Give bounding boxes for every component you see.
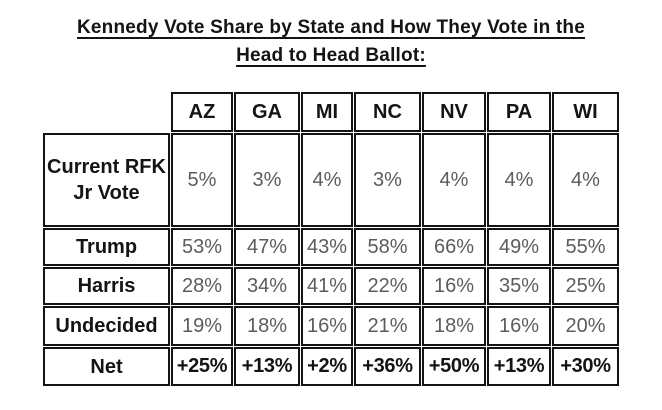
table-cell: 3%: [234, 133, 300, 227]
row-label-net: Net: [43, 347, 170, 386]
column-header-nc: NC: [354, 92, 421, 132]
table-cell: 55%: [552, 228, 619, 266]
row-label-undecided: Undecided: [43, 306, 170, 346]
table-cell: +30%: [552, 347, 619, 386]
table-cell: 18%: [234, 306, 300, 346]
table-row-undecided: Undecided 19% 18% 16% 21% 18% 16% 20%: [43, 306, 619, 346]
table-cell: 47%: [234, 228, 300, 266]
table-cell: 35%: [487, 267, 551, 305]
column-header-nv: NV: [422, 92, 486, 132]
table-cell: 19%: [171, 306, 233, 346]
table-row-trump: Trump 53% 47% 43% 58% 66% 49% 55%: [43, 228, 619, 266]
table-cell: 18%: [422, 306, 486, 346]
table-cell: +13%: [234, 347, 300, 386]
table-cell: 5%: [171, 133, 233, 227]
table-cell: 34%: [234, 267, 300, 305]
table-cell: +50%: [422, 347, 486, 386]
table-cell: 3%: [354, 133, 421, 227]
table-row-net: Net +25% +13% +2% +36% +50% +13% +30%: [43, 347, 619, 386]
page-title-line-1: Kennedy Vote Share by State and How They…: [76, 17, 585, 38]
table-cell: 4%: [301, 133, 353, 227]
row-label-trump: Trump: [43, 228, 170, 266]
table-cell: 22%: [354, 267, 421, 305]
header-row: AZ GA MI NC NV PA WI: [43, 92, 619, 132]
table-cell: +2%: [301, 347, 353, 386]
table-cell: +36%: [354, 347, 421, 386]
table-cell: 53%: [171, 228, 233, 266]
table-cell: 49%: [487, 228, 551, 266]
table-cell: +13%: [487, 347, 551, 386]
column-header-az: AZ: [171, 92, 233, 132]
table-cell: 28%: [171, 267, 233, 305]
column-header-pa: PA: [487, 92, 551, 132]
corner-empty-cell: [43, 92, 170, 132]
table-cell: 20%: [552, 306, 619, 346]
page-title-line-2: Head to Head Ballot:: [236, 45, 426, 66]
table-cell: 66%: [422, 228, 486, 266]
table-cell: 21%: [354, 306, 421, 346]
vote-share-table: AZ GA MI NC NV PA WI Current RFK Jr Vote…: [42, 91, 620, 387]
row-label-current-rfk-jr-vote: Current RFK Jr Vote: [43, 133, 170, 227]
table-cell: 4%: [552, 133, 619, 227]
table-cell: 43%: [301, 228, 353, 266]
page-title: Kennedy Vote Share by State and How They…: [0, 14, 662, 70]
table-cell: 25%: [552, 267, 619, 305]
row-label-harris: Harris: [43, 267, 170, 305]
table-row-harris: Harris 28% 34% 41% 22% 16% 35% 25%: [43, 267, 619, 305]
column-header-mi: MI: [301, 92, 353, 132]
table-cell: 41%: [301, 267, 353, 305]
table-cell: 4%: [487, 133, 551, 227]
table-cell: 16%: [487, 306, 551, 346]
table-cell: 4%: [422, 133, 486, 227]
table-cell: 16%: [422, 267, 486, 305]
table-cell: 16%: [301, 306, 353, 346]
column-header-wi: WI: [552, 92, 619, 132]
table-cell: +25%: [171, 347, 233, 386]
column-header-ga: GA: [234, 92, 300, 132]
table-row-rfk: Current RFK Jr Vote 5% 3% 4% 3% 4% 4% 4%: [43, 133, 619, 227]
table-cell: 58%: [354, 228, 421, 266]
